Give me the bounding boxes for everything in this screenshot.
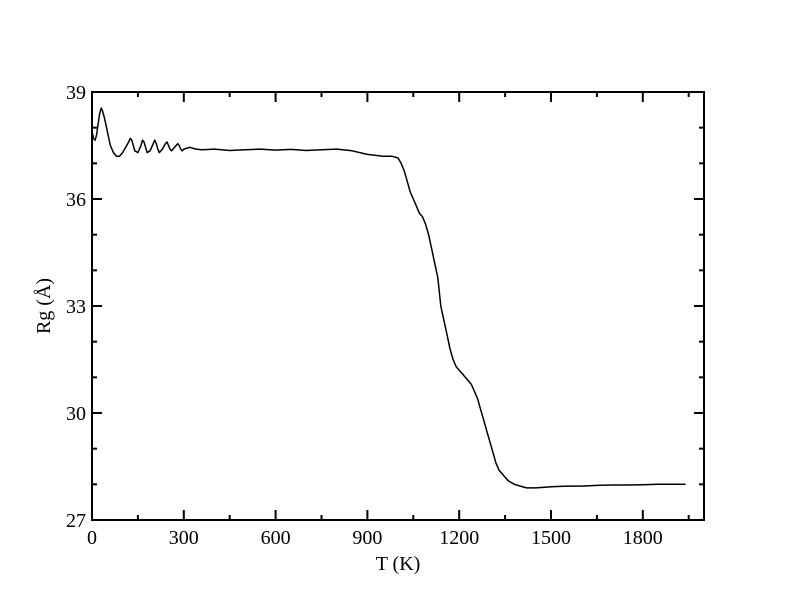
- y-tick-label: 36: [66, 189, 86, 211]
- x-tick-label: 600: [261, 527, 291, 549]
- tick-labels: 0 300 600 900 1200 1500 1800 27 30 33 36 39: [66, 82, 663, 549]
- x-tick-label: 900: [352, 527, 382, 549]
- x-tick-label: 0: [87, 527, 97, 549]
- x-tick-label: 1200: [439, 527, 479, 549]
- plot-frame: [91, 91, 705, 521]
- axis-ticks: [91, 91, 704, 521]
- x-tick-label: 300: [169, 527, 199, 549]
- y-tick-label: 27: [66, 510, 86, 532]
- x-axis-label: T (K): [376, 553, 421, 575]
- x-tick-label: 1800: [623, 527, 663, 549]
- y-tick-label: 33: [66, 296, 86, 318]
- y-tick-label: 30: [66, 403, 86, 425]
- y-tick-label: 39: [66, 82, 86, 104]
- rg-series-line: [91, 107, 686, 489]
- y-axis-label: Rg (Å): [33, 278, 55, 334]
- x-tick-label: 1500: [531, 527, 571, 549]
